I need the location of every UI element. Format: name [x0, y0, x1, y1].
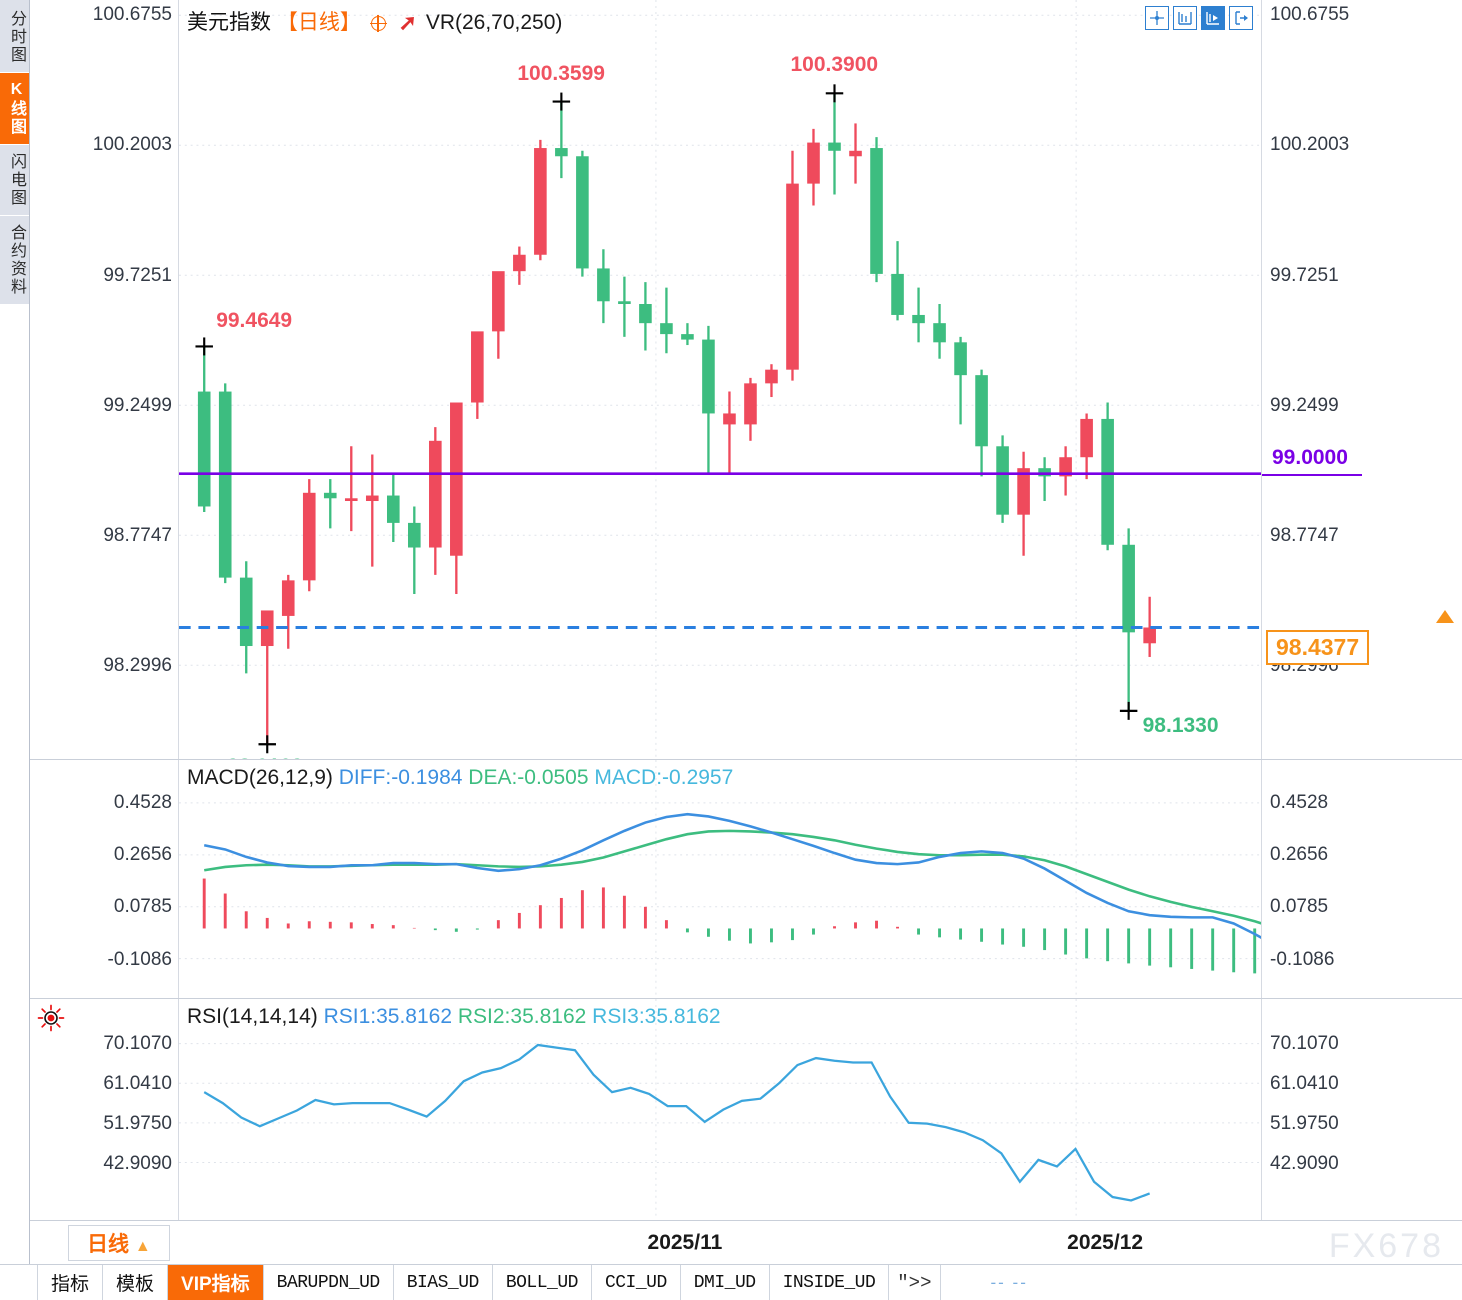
price-plot[interactable]: 美元指数 【日线】 ➚ VR(26,70,250) — [178, 0, 1262, 759]
candlestick-canvas — [179, 0, 1261, 759]
rsi-tick-right-3: 42.9090 — [1270, 1152, 1339, 1174]
toolbar-item-vip-indicator[interactable]: VIP指标 — [168, 1265, 264, 1300]
sidebar-filler — [0, 305, 29, 1264]
rsi-tick-left-3: 42.9090 — [103, 1152, 172, 1174]
price-tick-right-0: 100.6755 — [1270, 4, 1350, 26]
left-sidebar: 分时图 K线图 闪电图 合约资料 — [0, 0, 30, 1264]
toolbar-item-cci-ud[interactable]: CCI_UD — [592, 1265, 681, 1300]
toolbar-item-template[interactable]: 模板 — [103, 1265, 169, 1300]
period-selector-triangle: ▲ — [134, 1237, 151, 1255]
sidebar-item-timeline[interactable]: 分时图 — [0, 2, 29, 73]
rsi-plot[interactable]: RSI(14,14,14) RSI1:35.8162 RSI2:35.8162 … — [178, 999, 1262, 1221]
exit-icon[interactable] — [1229, 6, 1253, 30]
rsi-tick-left-2: 51.9750 — [103, 1113, 172, 1135]
price-tick-right-2: 99.7251 — [1270, 264, 1339, 286]
macd-tick-left-0: 0.4528 — [113, 791, 172, 813]
sidebar-item-contract-info[interactable]: 合约资料 — [0, 216, 29, 305]
price-tick-right-3: 99.2499 — [1270, 394, 1339, 416]
toolbar-spacer — [0, 1265, 38, 1300]
macd-tick-right-3: -0.1086 — [1270, 948, 1335, 970]
price-tick-left-5: 98.2996 — [103, 655, 172, 677]
toolbar-tail: -- -- — [941, 1265, 1462, 1300]
swing-high-label-1: 99.4649 — [216, 308, 293, 332]
fit-screen-icon[interactable] — [1145, 6, 1169, 30]
price-tick-left-3: 99.2499 — [103, 394, 172, 416]
macd-tick-left-1: 0.2656 — [113, 844, 172, 866]
toolbar-item-boll-ud[interactable]: BOLL_UD — [493, 1265, 592, 1300]
swing-low-label-1: 98.0109 — [227, 755, 303, 758]
macd-pane: 0.4528 0.2656 0.0785 -0.1086 MACD(26,12,9) … — [30, 758, 1462, 999]
price-axis-left: 100.6755 100.2003 99.7251 99.2499 98.7747 98.… — [30, 0, 178, 759]
level-line-label: 99.0000 — [1272, 446, 1348, 470]
rsi-tick-right-0: 70.1070 — [1270, 1033, 1339, 1055]
current-price-tag: 98.4377 — [1266, 630, 1370, 666]
x-axis-label-2: 2025/12 — [1067, 1230, 1144, 1254]
period-selector-label: 日线 — [87, 1232, 129, 1256]
macd-axis-right: 0.4528 0.2656 0.0785 -0.1086 — [1262, 760, 1462, 999]
sidebar-item-lightning[interactable]: 闪电图 — [0, 145, 29, 216]
price-tick-left-2: 99.7251 — [103, 264, 172, 286]
bottom-toolbar: 指标 模板 VIP指标 BARUPDN_UD BIAS_UD BOLL_UD C… — [0, 1264, 1462, 1300]
period-selector-button[interactable]: 日线 ▲ — [68, 1224, 170, 1261]
x-axis-label-1: 2025/11 — [647, 1230, 723, 1254]
chart-column: 100.6755 100.2003 99.7251 99.2499 98.7747 98.… — [30, 0, 1462, 1265]
sidebar-item-kline[interactable]: K线图 — [0, 73, 29, 145]
rsi-tick-left-0: 70.1070 — [103, 1033, 172, 1055]
toolbar-item-dmi-ud[interactable]: DMI_UD — [681, 1265, 770, 1300]
align-left-icon[interactable] — [1173, 6, 1197, 30]
swing-low-label-2: 98.1330 — [1142, 713, 1219, 737]
price-tick-left-0: 100.6755 — [92, 4, 172, 26]
macd-tick-left-2: 0.0785 — [113, 896, 172, 918]
rsi-tick-right-2: 51.9750 — [1270, 1113, 1339, 1135]
toolbar-more-button[interactable]: ">> — [889, 1265, 941, 1300]
macd-canvas — [179, 759, 1261, 999]
main-body: 分时图 K线图 闪电图 合约资料 100.6755 100.2003 99.7251… — [0, 0, 1462, 1265]
rsi-tick-right-1: 61.0410 — [1270, 1073, 1339, 1095]
level-line-extension — [1262, 474, 1362, 477]
toolbar-item-inside-ud[interactable]: INSIDE_UD — [770, 1265, 890, 1300]
peak-high-label-1: 100.3599 — [517, 61, 605, 85]
rsi-axis-right: 70.1070 61.0410 51.9750 42.9090 — [1262, 999, 1462, 1220]
chart-tool-buttons — [1145, 6, 1253, 30]
toolbar-item-bias-ud[interactable]: BIAS_UD — [394, 1265, 493, 1300]
macd-tick-right-1: 0.2656 — [1270, 844, 1329, 866]
price-tick-left-1: 100.2003 — [92, 134, 172, 156]
rsi-pane: 70.1070 61.0410 51.9750 42.9090 RSI(14,14,1… — [30, 998, 1462, 1221]
price-tick-right-1: 100.2003 — [1270, 134, 1350, 156]
price-tick-left-4: 98.7747 — [103, 525, 172, 547]
macd-plot[interactable]: MACD(26,12,9) DIFF:-0.1984 DEA:-0.0505 M… — [178, 759, 1262, 999]
price-axis-right: 99.0000 98.4377 100.6755 100.2003 99.7251 9… — [1262, 0, 1462, 759]
toolbar-item-barupdn-ud[interactable]: BARUPDN_UD — [264, 1265, 394, 1300]
macd-tick-left-3: -0.1086 — [107, 948, 172, 970]
price-pane: 100.6755 100.2003 99.7251 99.2499 98.7747 98.… — [30, 0, 1462, 759]
macd-tick-right-0: 0.4528 — [1270, 791, 1329, 813]
price-tick-right-4: 98.7747 — [1270, 525, 1339, 547]
brightness-sun-icon[interactable] — [36, 1003, 66, 1033]
rsi-tick-left-1: 61.0410 — [103, 1073, 172, 1095]
rsi-canvas — [179, 999, 1261, 1221]
toolbar-scroll-dots: -- -- — [990, 1273, 1028, 1292]
current-price-arrow-icon — [1436, 610, 1454, 624]
macd-tick-right-2: 0.0785 — [1270, 896, 1329, 918]
peak-high-label-2: 100.3900 — [790, 53, 879, 77]
x-axis-strip: 日线 ▲ 2025/11 2025/12 — [30, 1220, 1462, 1265]
toolbar-item-indicator[interactable]: 指标 — [38, 1265, 104, 1300]
align-right-icon[interactable] — [1201, 6, 1225, 30]
macd-axis-left: 0.4528 0.2656 0.0785 -0.1086 — [30, 760, 178, 999]
rsi-axis-left: 70.1070 61.0410 51.9750 42.9090 — [30, 999, 178, 1220]
